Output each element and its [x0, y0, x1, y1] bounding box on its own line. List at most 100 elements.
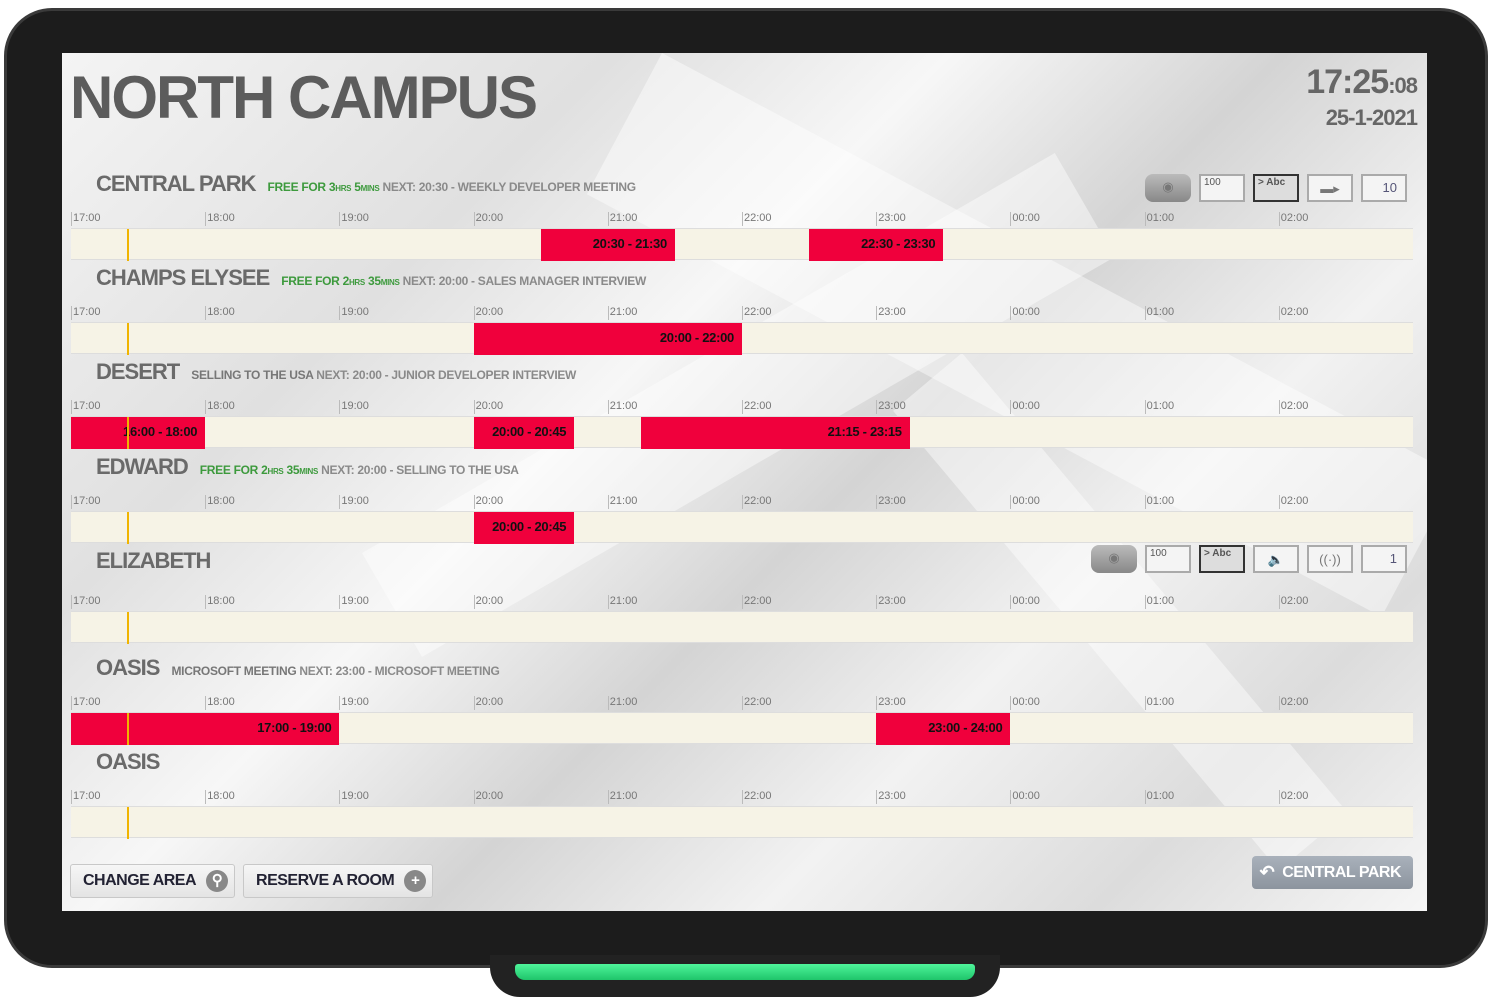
hour-tick: 19:00: [339, 495, 369, 509]
room-row[interactable]: OASIS 17:00 18:00 19:00 20:00 21:00 22:00 23:00…: [71, 748, 1413, 843]
room-row[interactable]: ELIZABETH 17:00 18:00 19:00 20:00 21:00 22:00 2…: [71, 545, 1413, 644]
hour-tick: 18:00: [205, 495, 235, 509]
hour-tick: 02:00: [1278, 595, 1309, 609]
hour-tick: 22:00: [742, 495, 772, 509]
screen: NORTH CAMPUS 17:25:08 25-1-2021 CENTRAL …: [62, 53, 1427, 911]
hour-tick: 22:00: [742, 696, 772, 710]
booking-block[interactable]: 21:15 - 23:15: [641, 417, 910, 449]
hour-tick: 22:00: [742, 790, 772, 804]
hour-tick: 22:00: [742, 595, 772, 609]
current-meeting: SELLING TO THE USA: [191, 368, 314, 382]
timeline-track[interactable]: 16:00 - 18:00 20:00 - 20:45 21:15 - 23:15: [71, 416, 1413, 449]
hour-tick: 22:00: [742, 400, 772, 414]
next-meeting: NEXT: 20:00 - JUNIOR DEVELOPER INTERVIEW: [316, 368, 577, 382]
hour-tick: 17:00: [71, 212, 101, 226]
hour-tick: 20:00: [473, 306, 504, 320]
display-icon: > Abc: [1253, 174, 1299, 202]
current-time-line: [126, 612, 129, 644]
room-header: EDWARD FREE FOR 2HRS 35MINS NEXT: 20:00 -…: [96, 453, 519, 483]
timeline-track[interactable]: 20:00 - 22:00: [71, 322, 1413, 355]
free-status: FREE FOR 2HRS 35MINS: [281, 274, 400, 288]
timeline-track[interactable]: [71, 806, 1413, 839]
booking-block[interactable]: 20:30 - 21:30: [540, 229, 675, 261]
hour-tick: 01:00: [1144, 212, 1175, 226]
hour-tick: 00:00: [1010, 306, 1040, 320]
hour-tick: 21:00: [607, 212, 638, 226]
hour-tick: 01:00: [1144, 595, 1175, 609]
booking-block[interactable]: 20:00 - 20:45: [473, 512, 575, 544]
current-time-line: [126, 229, 129, 261]
hour-tick: 23:00: [876, 400, 906, 414]
room-name: OASIS: [96, 655, 160, 680]
booking-block[interactable]: 17:00 - 19:00: [71, 713, 340, 745]
room-row[interactable]: EDWARD FREE FOR 2HRS 35MINS NEXT: 20:00 -…: [71, 453, 1413, 548]
room-name: ELIZABETH: [96, 548, 211, 573]
back-to-room-button[interactable]: ↶ CENTRAL PARK: [1251, 856, 1413, 889]
timeline-track[interactable]: 20:00 - 20:45: [71, 511, 1413, 544]
current-time-line: [126, 512, 129, 544]
room-info: SELLING TO THE USA NEXT: 20:00 - JUNIOR …: [191, 367, 576, 383]
next-meeting: NEXT: 23:00 - MICROSOFT MEETING: [299, 664, 500, 678]
room-header: CHAMPS ELYSEE FREE FOR 2HRS 35MINS NEXT: …: [96, 264, 646, 294]
hour-tick: 20:00: [473, 212, 504, 226]
hour-tick: 18:00: [205, 306, 235, 320]
current-time-line: [126, 323, 129, 355]
room-name: EDWARD: [96, 454, 189, 479]
hour-tick: 02:00: [1278, 790, 1309, 804]
room-info: FREE FOR 2HRS 35MINS NEXT: 20:00 - SELLI…: [200, 462, 519, 480]
room-header: DESERT SELLING TO THE USA NEXT: 20:00 - J…: [96, 358, 576, 388]
projector-icon: ◉: [1091, 545, 1137, 573]
booking-block[interactable]: 20:00 - 22:00: [473, 323, 742, 355]
room-row[interactable]: CHAMPS ELYSEE FREE FOR 2HRS 35MINS NEXT: …: [71, 264, 1413, 359]
page-title: NORTH CAMPUS: [70, 64, 538, 131]
hour-tick: 02:00: [1278, 696, 1309, 710]
room-info: MICROSOFT MEETING NEXT: 23:00 - MICROSOF…: [171, 663, 499, 679]
hour-tick: 23:00: [876, 696, 906, 710]
hour-tick: 22:00: [742, 306, 772, 320]
timeline-track[interactable]: 20:30 - 21:30 22:30 - 23:30: [71, 228, 1413, 261]
hour-tick: 22:00: [742, 212, 772, 226]
room-name: OASIS: [96, 749, 160, 774]
speaker-icon: 🔈: [1253, 545, 1299, 573]
free-status: FREE FOR 2HRS 35MINS: [199, 463, 319, 477]
clock: 17:25:08 25-1-2021: [1306, 63, 1418, 131]
room-header: ELIZABETH: [96, 547, 211, 577]
timeline-track[interactable]: 17:00 - 19:00 23:00 - 24:00: [71, 712, 1413, 745]
capacity-icon: 1: [1361, 545, 1407, 573]
booking-block[interactable]: 20:00 - 20:45: [473, 417, 575, 449]
hour-tick: 00:00: [1010, 495, 1040, 509]
plus-icon: +: [404, 870, 427, 892]
status-led: [515, 964, 975, 980]
hour-tick: 17:00: [71, 696, 101, 710]
hour-tick: 02:00: [1278, 212, 1309, 226]
current-time-line: [126, 713, 129, 745]
hour-tick: 02:00: [1278, 400, 1309, 414]
hour-tick: 01:00: [1144, 790, 1175, 804]
wifi-icon: ((·)): [1307, 545, 1353, 573]
hour-tick: 20:00: [473, 696, 504, 710]
hour-tick: 01:00: [1144, 495, 1175, 509]
hour-tick: 23:00: [876, 595, 906, 609]
hour-tick: 23:00: [876, 495, 906, 509]
booking-block[interactable]: 22:30 - 23:30: [809, 229, 944, 261]
reserve-room-button[interactable]: RESERVE A ROOM +: [243, 864, 434, 898]
room-row[interactable]: OASIS MICROSOFT MEETING NEXT: 23:00 - MIC…: [71, 654, 1413, 749]
booking-block[interactable]: 23:00 - 24:00: [876, 713, 1011, 745]
change-area-button[interactable]: CHANGE AREA ⚲: [70, 864, 236, 898]
back-arrow-icon: ↶: [1259, 862, 1275, 882]
hour-tick: 19:00: [339, 696, 369, 710]
room-info: FREE FOR 3HRS 5MINS NEXT: 20:30 - WEEKLY…: [268, 179, 637, 197]
hour-tick: 23:00: [876, 790, 906, 804]
back-button-label: CENTRAL PARK: [1282, 863, 1401, 881]
hour-tick: 18:00: [205, 400, 235, 414]
hour-tick: 21:00: [607, 696, 638, 710]
booking-block[interactable]: 16:00 - 18:00: [71, 417, 206, 449]
room-name: CENTRAL PARK: [96, 171, 257, 196]
hour-tick: 00:00: [1010, 400, 1040, 414]
hour-tick: 21:00: [607, 400, 638, 414]
timeline-track[interactable]: [71, 611, 1413, 644]
room-row[interactable]: CENTRAL PARK FREE FOR 3HRS 5MINS NEXT: 20…: [71, 170, 1413, 265]
next-meeting: NEXT: 20:00 - SALES MANAGER INTERVIEW: [402, 274, 647, 288]
room-row[interactable]: DESERT SELLING TO THE USA NEXT: 20:00 - J…: [71, 358, 1413, 453]
hour-tick: 23:00: [876, 212, 906, 226]
